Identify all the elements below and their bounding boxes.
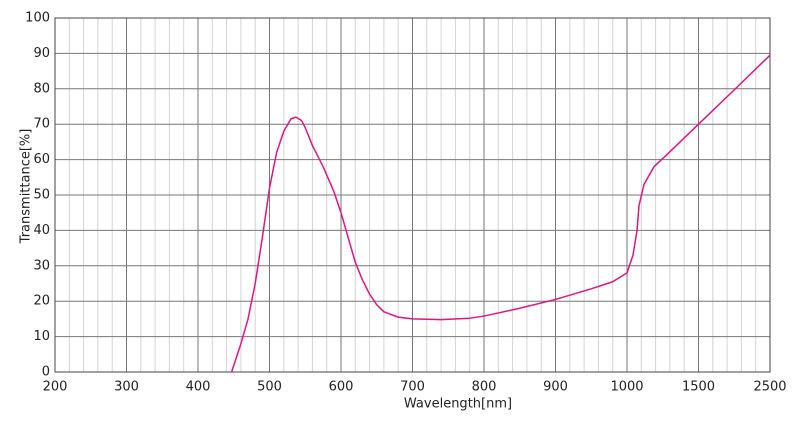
y-tick-label: 70 (33, 117, 50, 132)
y-tick-label: 100 (25, 11, 50, 26)
data-line (230, 54, 771, 373)
x-tick-label: 500 (257, 380, 282, 395)
y-axis-label: Transmittance[%] (19, 129, 34, 245)
x-tick-label: 700 (400, 380, 425, 395)
x-tick-label: 300 (114, 380, 139, 395)
x-tick-label: 2500 (753, 380, 786, 395)
x-tick-label: 600 (329, 380, 354, 395)
x-tick-label: 800 (472, 380, 497, 395)
y-tick-label: 0 (42, 365, 50, 380)
plot-frame (54, 17, 771, 373)
y-tick-label: 90 (33, 46, 50, 61)
x-axis-label: Wavelength[nm] (404, 397, 512, 412)
y-tick-label: 50 (33, 188, 50, 203)
y-tick-label: 20 (33, 294, 50, 309)
x-tick-label: 200 (43, 380, 68, 395)
x-tick-label: 400 (186, 380, 211, 395)
y-tick-label: 30 (33, 258, 50, 273)
y-tick-label: 40 (33, 223, 50, 238)
x-tick-label: 1500 (682, 380, 715, 395)
y-tick-label: 10 (33, 329, 50, 344)
y-tick-label: 60 (33, 152, 50, 167)
x-tick-label: 900 (543, 380, 568, 395)
y-tick-label: 80 (33, 81, 50, 96)
x-tick-label: 1000 (610, 380, 643, 395)
